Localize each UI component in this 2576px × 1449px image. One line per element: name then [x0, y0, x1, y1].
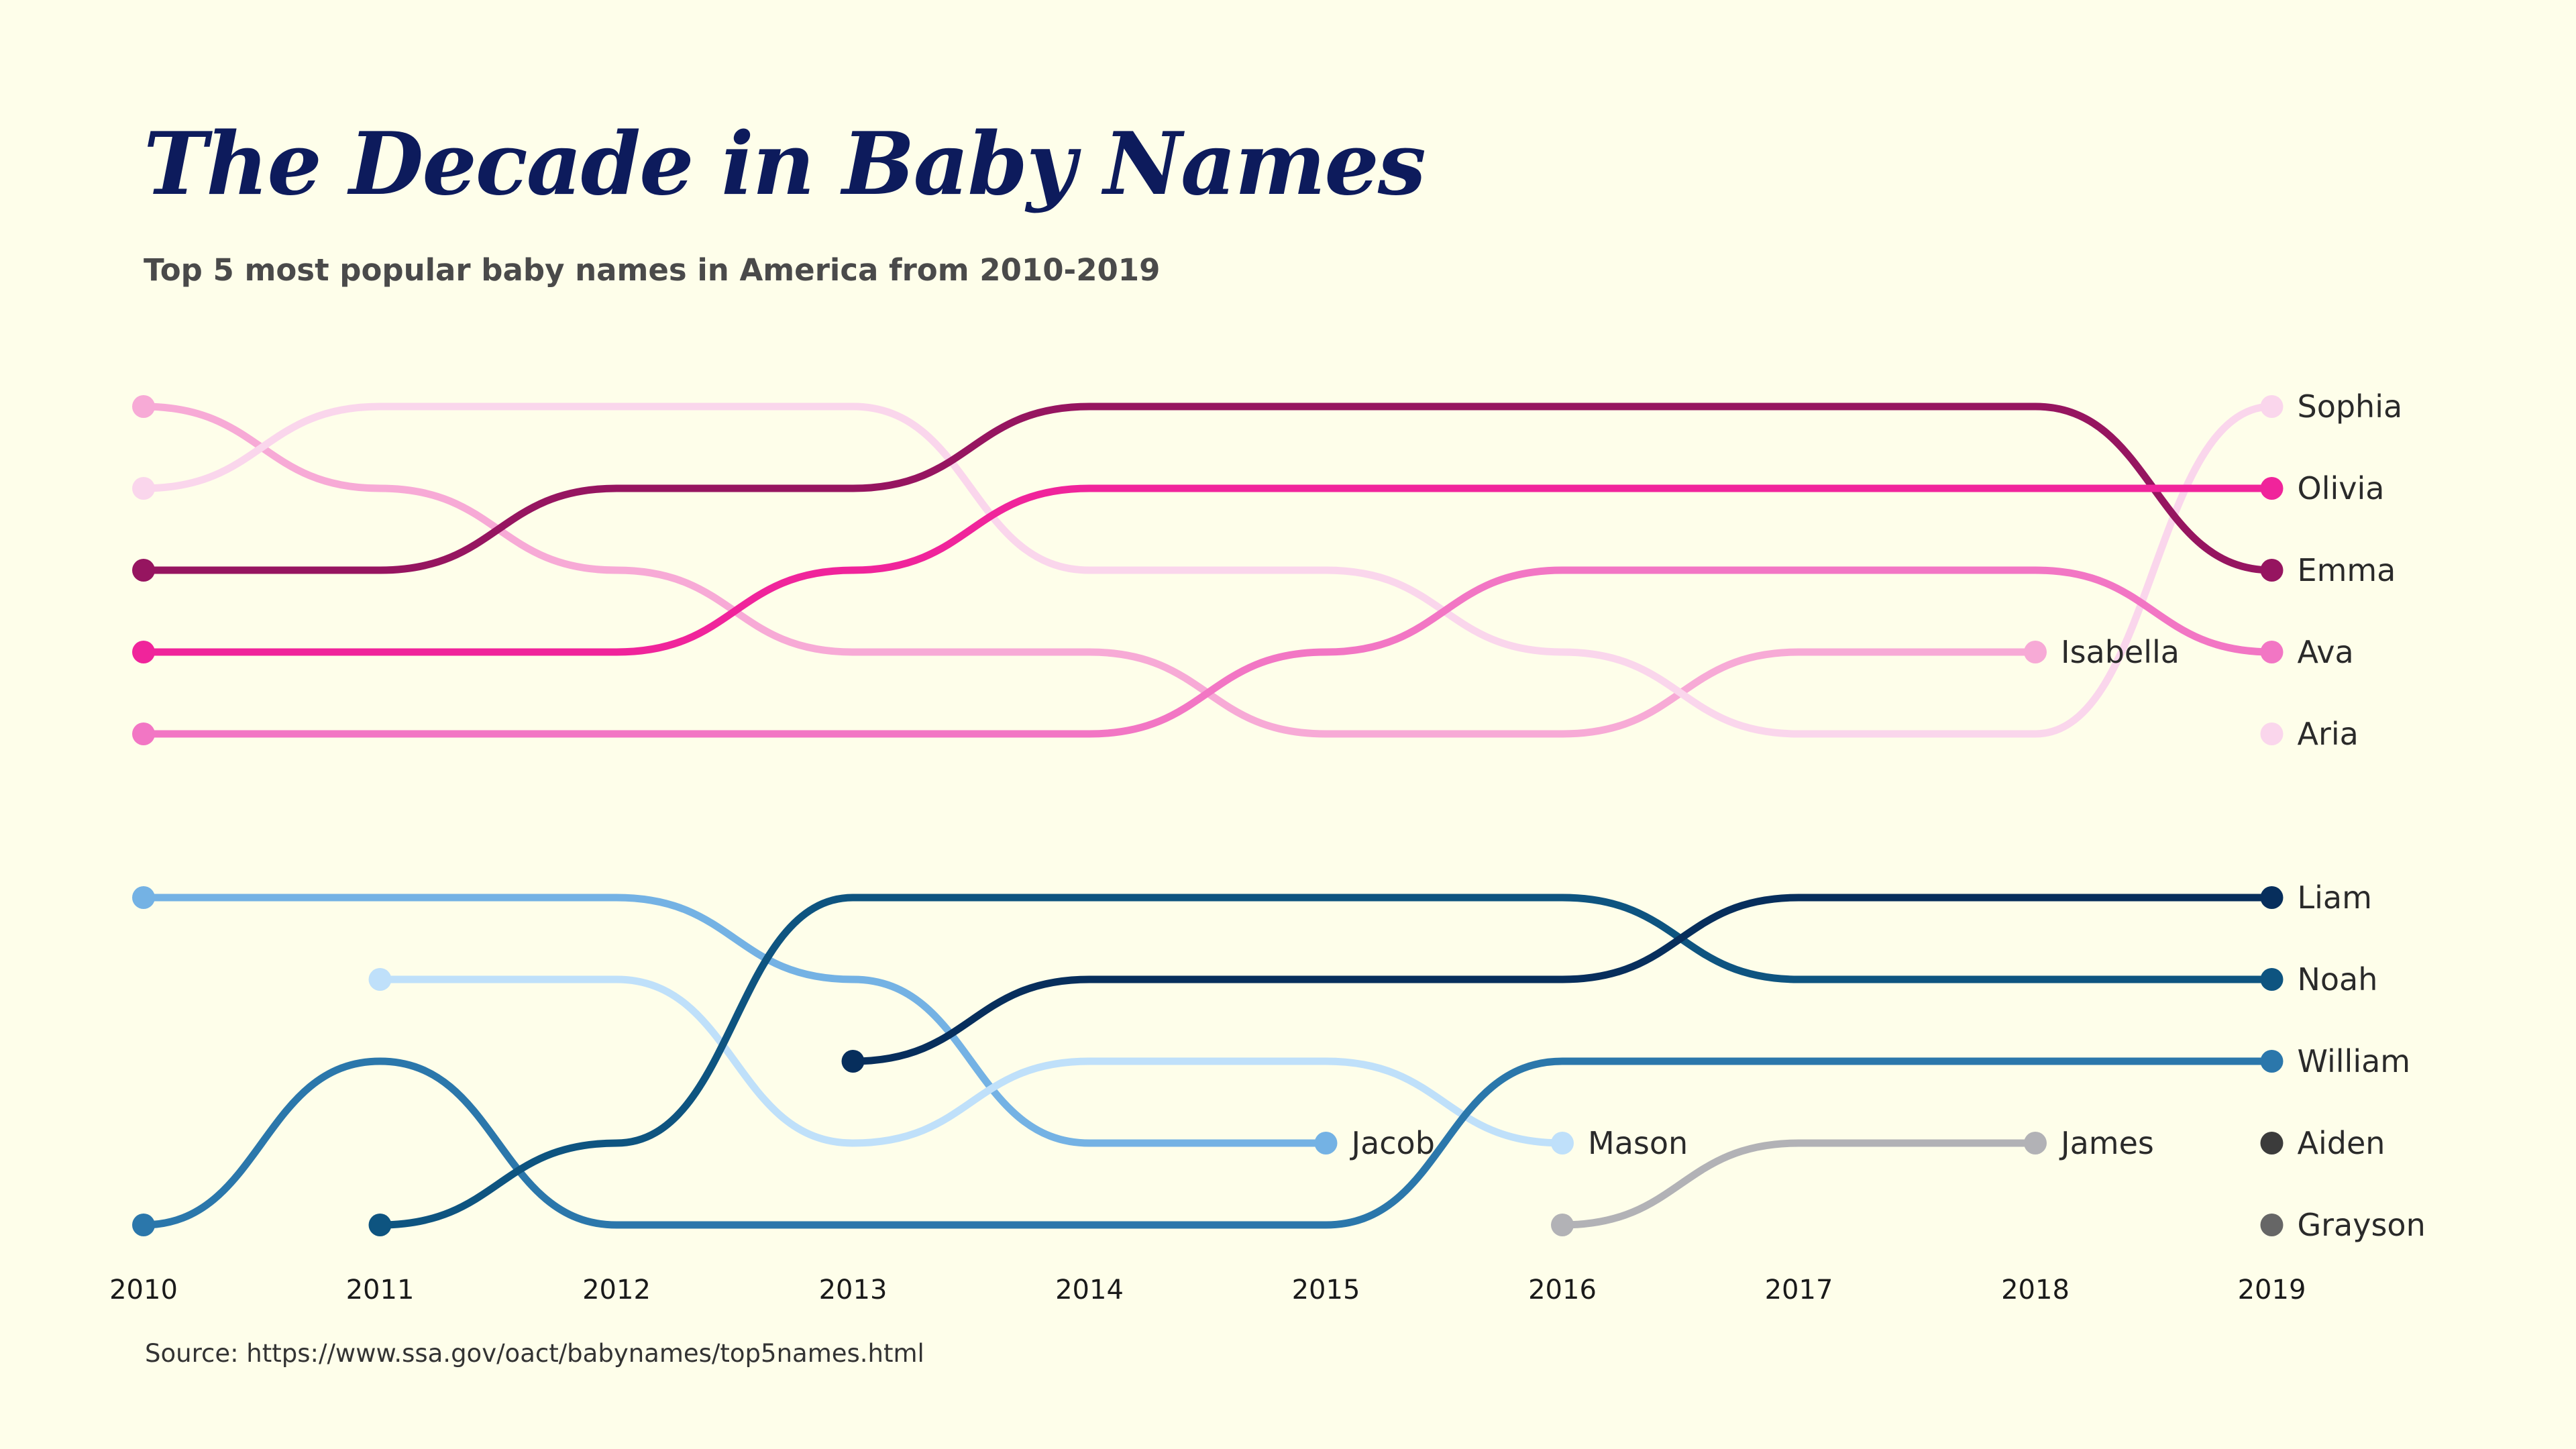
- x-tick-label-2015: 2015: [1292, 1275, 1360, 1305]
- series-line-noah: [376, 894, 2275, 1229]
- series-end-point-sophia: [2260, 395, 2284, 418]
- x-tick-label-2013: 2013: [819, 1275, 888, 1305]
- x-tick-label-2017: 2017: [1765, 1275, 1833, 1305]
- x-axis: 2010 2011 2012 2013 2014 2015 2016 2017 2018 2019: [109, 1275, 2306, 1305]
- series-start-point-emma: [132, 559, 155, 582]
- series-line-emma: [140, 402, 2275, 574]
- x-tick-label-2014: 2014: [1055, 1275, 1124, 1305]
- series-labels: Isabella Sophia Emma Olivia Ava Aria Jacob Maso…: [1350, 388, 2426, 1243]
- series-line-mason: [376, 975, 1566, 1147]
- series-end-point-isabella: [2024, 641, 2047, 663]
- series-end-point-james: [2024, 1132, 2047, 1155]
- series-label-james: James: [2059, 1125, 2154, 1161]
- series-end-point-emma: [2260, 559, 2284, 582]
- source-note: Source: https://www.ssa.gov/oact/babynam…: [145, 1339, 924, 1368]
- series-end-point-jacob: [1314, 1132, 1338, 1155]
- x-tick-label-2011: 2011: [346, 1275, 415, 1305]
- series-start-point-sophia: [132, 477, 155, 500]
- series-start-point-grayson: [2260, 1214, 2284, 1236]
- series-start-point-james: [1551, 1214, 1574, 1236]
- series-start-point-jacob: [132, 886, 155, 909]
- series-end-point-ava: [2260, 641, 2284, 663]
- series-label-grayson: Grayson: [2298, 1207, 2426, 1243]
- x-tick-label-2016: 2016: [1528, 1275, 1597, 1305]
- series-start-point-mason: [368, 968, 392, 991]
- series-start-point-olivia: [132, 641, 155, 663]
- series-start-point-noah: [368, 1214, 392, 1236]
- series-label-mason: Mason: [1588, 1125, 1688, 1161]
- series-label-isabella: Isabella: [2061, 634, 2180, 670]
- series-start-point-aiden: [2260, 1132, 2284, 1155]
- series-start-point-ava: [132, 722, 155, 745]
- series-lines: [140, 402, 2275, 1229]
- series-start-point-aria: [2260, 722, 2284, 745]
- series-label-sophia: Sophia: [2298, 388, 2403, 425]
- series-label-jacob: Jacob: [1350, 1125, 1435, 1161]
- series-line-ava: [140, 566, 2275, 738]
- series-end-point-noah: [2260, 968, 2284, 991]
- series-end-point-olivia: [2260, 477, 2284, 500]
- series-line-james: [1558, 1139, 2039, 1229]
- series-points: [132, 395, 2284, 1236]
- series-label-noah: Noah: [2298, 961, 2378, 998]
- series-line-sophia: [140, 402, 2275, 738]
- series-label-ava: Ava: [2298, 634, 2354, 670]
- series-start-point-isabella: [132, 395, 155, 418]
- series-end-point-liam: [2260, 886, 2284, 909]
- series-line-ethan: [140, 1057, 2275, 1229]
- series-line-liam: [849, 894, 2275, 1065]
- series-label-aria: Aria: [2298, 716, 2359, 752]
- series-line-olivia: [140, 484, 2275, 656]
- series-label-olivia: Olivia: [2298, 470, 2385, 506]
- series-label-william: William: [2298, 1043, 2411, 1079]
- series-start-point-liam: [841, 1050, 865, 1073]
- series-line-isabella: [140, 402, 2039, 738]
- series-line-jacob: [140, 894, 1330, 1147]
- series-label-liam: Liam: [2298, 879, 2372, 916]
- x-tick-label-2012: 2012: [582, 1275, 651, 1305]
- series-end-point-ethan: [2260, 1050, 2284, 1073]
- series-start-point-ethan: [132, 1214, 155, 1236]
- series-label-aiden: Aiden: [2298, 1125, 2385, 1161]
- x-tick-label-2019: 2019: [2238, 1275, 2306, 1305]
- page-subtitle: Top 5 most popular baby names in America…: [144, 252, 1161, 288]
- series-label-emma: Emma: [2298, 552, 2396, 588]
- page-title: The Decade in Baby Names: [144, 114, 1426, 215]
- series-end-point-mason: [1551, 1132, 1574, 1155]
- x-tick-label-2010: 2010: [109, 1275, 178, 1305]
- x-tick-label-2018: 2018: [2001, 1275, 2070, 1305]
